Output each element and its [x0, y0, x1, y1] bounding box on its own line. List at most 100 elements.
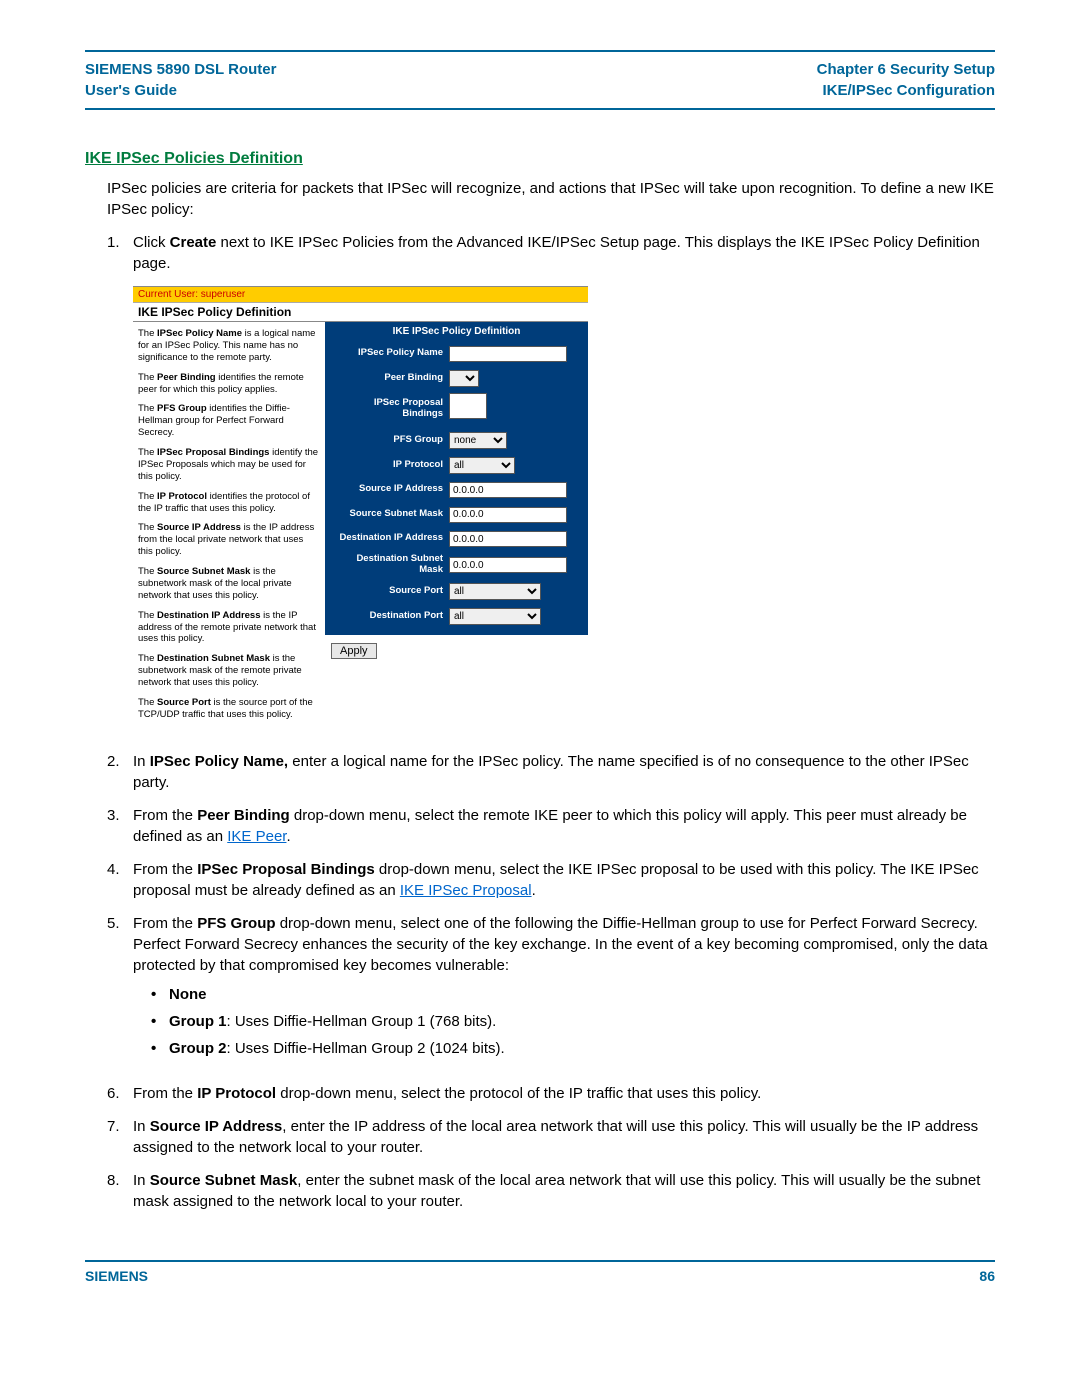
- t: Source IP Address: [150, 1118, 283, 1135]
- t: Source IP Address: [157, 522, 241, 533]
- step-6-num: 6.: [107, 1083, 133, 1104]
- t: Source Subnet Mask: [150, 1172, 298, 1189]
- lbl-ip-protocol: IP Protocol: [331, 459, 449, 470]
- t: drop-down menu, select the protocol of t…: [276, 1085, 761, 1102]
- lbl-dest-port: Destination Port: [331, 610, 449, 621]
- t: The: [138, 697, 157, 708]
- t: Destination IP Address: [157, 610, 260, 621]
- lbl-peer-binding: Peer Binding: [331, 372, 449, 383]
- t: In: [133, 753, 150, 770]
- step-4: 4. From the IPSec Proposal Bindings drop…: [85, 859, 995, 901]
- t: : Uses Diffie-Hellman Group 1 (768 bits)…: [227, 1013, 497, 1030]
- lbl-source-ip: Source IP Address: [331, 483, 449, 494]
- step-7-body: In Source IP Address, enter the IP addre…: [133, 1116, 995, 1158]
- t: IP Protocol: [157, 491, 207, 502]
- t: IPSec Policy Name,: [150, 753, 288, 770]
- input-dest-mask[interactable]: [449, 557, 567, 573]
- t: next to IKE IPSec Policies from the Adva…: [133, 234, 980, 272]
- select-dest-port[interactable]: all: [449, 608, 541, 625]
- page: SIEMENS 5890 DSL Router User's Guide Cha…: [0, 0, 1080, 1324]
- t: PFS Group: [157, 403, 207, 414]
- step-8: 8. In Source Subnet Mask, enter the subn…: [85, 1170, 995, 1212]
- page-header: SIEMENS 5890 DSL Router User's Guide Cha…: [85, 50, 995, 110]
- step-2: 2. In IPSec Policy Name, enter a logical…: [85, 751, 995, 793]
- header-right-line1: Chapter 6 Security Setup: [817, 61, 995, 78]
- page-footer: SIEMENS 86: [85, 1260, 995, 1284]
- shot-form: IKE IPSec Policy Definition IPSec Policy…: [325, 322, 588, 733]
- apply-button[interactable]: Apply: [331, 643, 377, 659]
- select-proposal-bindings[interactable]: [449, 393, 487, 419]
- input-source-mask[interactable]: [449, 507, 567, 523]
- step-5-body: From the PFS Group drop-down menu, selec…: [133, 913, 995, 1071]
- header-left-line2: User's Guide: [85, 82, 177, 99]
- t: IPSec Policy Name: [157, 328, 242, 339]
- lbl-proposal-bindings: IPSec Proposal Bindings: [331, 397, 449, 419]
- step-8-body: In Source Subnet Mask, enter the subnet …: [133, 1170, 995, 1212]
- t: IP Protocol: [197, 1085, 276, 1102]
- t: From the: [133, 1085, 197, 1102]
- opt-g1: Group 1: [169, 1013, 227, 1030]
- footer-brand: SIEMENS: [85, 1268, 148, 1284]
- t: Source Port: [157, 697, 211, 708]
- step-8-num: 8.: [107, 1170, 133, 1212]
- step-2-body: In IPSec Policy Name, enter a logical na…: [133, 751, 995, 793]
- link-ike-ipsec-proposal[interactable]: IKE IPSec Proposal: [400, 882, 532, 899]
- t: The: [138, 372, 157, 383]
- t: .: [532, 882, 536, 899]
- t: The: [138, 610, 157, 621]
- step-3: 3. From the Peer Binding drop-down menu,…: [85, 805, 995, 847]
- lbl-dest-ip: Destination IP Address: [331, 532, 449, 543]
- t: Create: [170, 234, 217, 251]
- header-right: Chapter 6 Security Setup IKE/IPSec Confi…: [817, 59, 995, 101]
- step-4-body: From the IPSec Proposal Bindings drop-do…: [133, 859, 995, 901]
- step-1-body: Click Create next to IKE IPSec Policies …: [133, 232, 995, 274]
- select-peer-binding[interactable]: [449, 370, 479, 387]
- lbl-source-mask: Source Subnet Mask: [331, 508, 449, 519]
- select-pfs-group[interactable]: none: [449, 432, 507, 449]
- select-ip-protocol[interactable]: all: [449, 457, 515, 474]
- intro-text: IPSec policies are criteria for packets …: [85, 178, 995, 220]
- step-6: 6. From the IP Protocol drop-down menu, …: [85, 1083, 995, 1104]
- t: Peer Binding: [157, 372, 216, 383]
- form-panel: IKE IPSec Policy Definition IPSec Policy…: [325, 322, 588, 635]
- opt-g2: Group 2: [169, 1040, 227, 1057]
- t: The: [138, 403, 157, 414]
- shot-body: The IPSec Policy Name is a logical name …: [133, 322, 588, 733]
- step-5: 5. From the PFS Group drop-down menu, se…: [85, 913, 995, 1071]
- lbl-pfs-group: PFS Group: [331, 434, 449, 445]
- t: From the: [133, 807, 197, 824]
- t: The: [138, 566, 157, 577]
- t: Source Subnet Mask: [157, 566, 250, 577]
- lbl-dest-mask: Destination Subnet Mask: [331, 553, 449, 575]
- t: In: [133, 1118, 150, 1135]
- form-panel-title: IKE IPSec Policy Definition: [325, 322, 588, 341]
- t: The: [138, 328, 157, 339]
- t: In: [133, 1172, 150, 1189]
- input-dest-ip[interactable]: [449, 531, 567, 547]
- t: Peer Binding: [197, 807, 290, 824]
- bullet-icon: •: [151, 984, 169, 1005]
- step-7-num: 7.: [107, 1116, 133, 1158]
- step-7: 7. In Source IP Address, enter the IP ad…: [85, 1116, 995, 1158]
- step-1: 1. Click Create next to IKE IPSec Polici…: [85, 232, 995, 274]
- step-1-num: 1.: [107, 232, 133, 274]
- link-ike-peer[interactable]: IKE Peer: [227, 828, 286, 845]
- step-4-num: 4.: [107, 859, 133, 901]
- shot-userbar: Current User: superuser: [133, 287, 588, 302]
- t: : Uses Diffie-Hellman Group 2 (1024 bits…: [227, 1040, 505, 1057]
- select-source-port[interactable]: all: [449, 583, 541, 600]
- step-6-body: From the IP Protocol drop-down menu, sel…: [133, 1083, 995, 1104]
- input-policy-name[interactable]: [449, 346, 567, 362]
- t: The: [138, 491, 157, 502]
- header-left: SIEMENS 5890 DSL Router User's Guide: [85, 59, 276, 101]
- lbl-policy-name: IPSec Policy Name: [331, 347, 449, 358]
- footer-page-number: 86: [979, 1268, 995, 1284]
- t: The: [138, 447, 157, 458]
- opt-none: None: [169, 986, 207, 1003]
- t: The: [138, 653, 157, 664]
- bullet-icon: •: [151, 1038, 169, 1059]
- input-source-ip[interactable]: [449, 482, 567, 498]
- t: IPSec Proposal Bindings: [197, 861, 375, 878]
- step-2-num: 2.: [107, 751, 133, 793]
- header-right-line2: IKE/IPSec Configuration: [822, 82, 995, 99]
